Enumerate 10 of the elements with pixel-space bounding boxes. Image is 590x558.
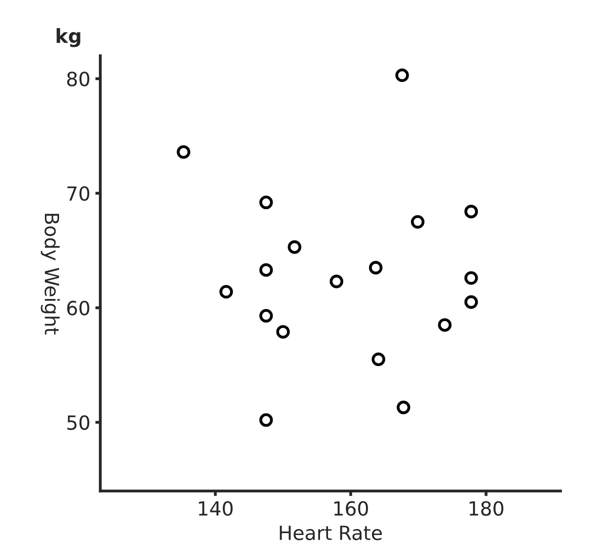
x-tick-label: 180	[470, 501, 504, 516]
y-axis-title: Body Weight	[40, 214, 60, 334]
y-tick-label: 60	[67, 300, 90, 316]
text: kg	[56, 28, 80, 48]
y-tick-label: 70	[67, 186, 90, 201]
y-tick-label: 80	[67, 72, 90, 86]
y-tick-label: 50	[67, 415, 90, 430]
x-tick-label: 140	[198, 501, 233, 516]
x-tick-label: 160	[334, 501, 368, 516]
x-axis-title: Heart Rate	[280, 526, 382, 540]
